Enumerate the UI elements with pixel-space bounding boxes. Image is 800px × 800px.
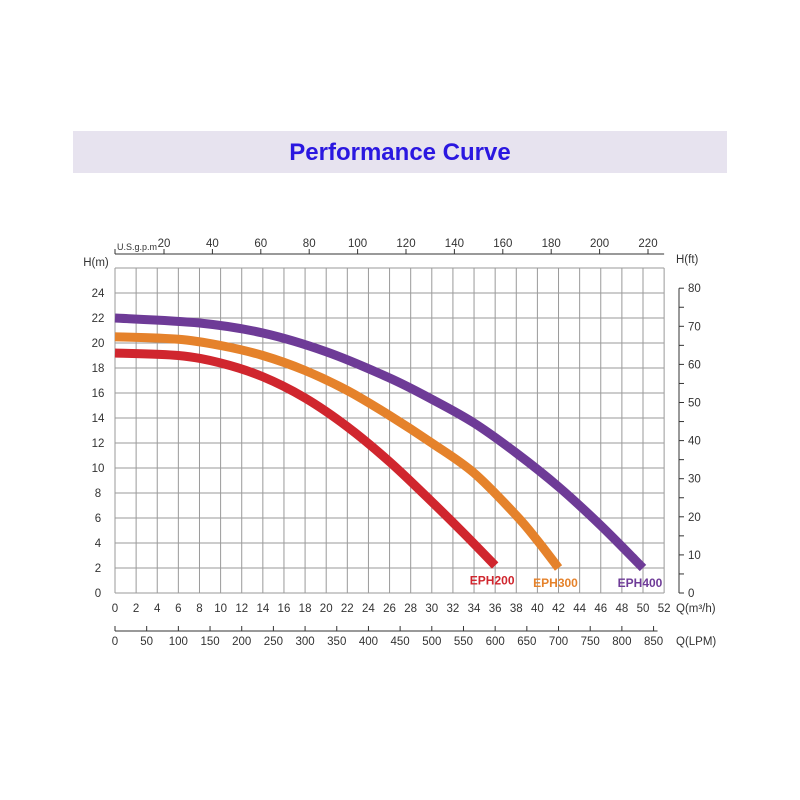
lpm-axis-label: Q(LPM) [676,636,716,648]
lpm-tick-label: 850 [644,636,663,648]
gpm-tick-label: 160 [493,238,512,250]
gpm-tick-label: 180 [542,238,561,250]
lpm-tick-label: 500 [422,636,441,648]
lpm-tick-label: 100 [169,636,188,648]
ft-axis-label: H(ft) [676,254,699,266]
lpm-tick-label: 650 [517,636,536,648]
y-tick-label: 16 [92,388,105,400]
gpm-tick-label: 60 [254,238,267,250]
y-tick-label: 20 [92,338,105,350]
ft-tick-label: 10 [688,550,701,562]
x-tick-label: 50 [637,603,650,615]
curve-eph200 [114,348,499,569]
ft-tick-label: 40 [688,436,701,448]
title-band: Performance Curve [73,131,727,173]
gpm-tick-label: 40 [206,238,219,250]
x-tick-label: 22 [341,603,354,615]
x-tick-label: 52 [658,603,671,615]
gpm-tick-label: 140 [445,238,464,250]
x-tick-label: 8 [196,603,202,615]
lpm-tick-label: 150 [200,636,219,648]
lpm-tick-label: 200 [232,636,251,648]
series-label-eph300: EPH300 [533,576,578,590]
x-tick-label: 32 [447,603,460,615]
x-tick-label: 48 [615,603,628,615]
x-tick-label: 0 [112,603,118,615]
x-tick-label: 26 [383,603,396,615]
x-tick-label: 46 [594,603,607,615]
lpm-tick-label: 800 [612,636,631,648]
y-tick-label: 10 [92,463,105,475]
lpm-tick-label: 550 [454,636,473,648]
gpm-tick-label: 120 [396,238,415,250]
lpm-tick-label: 750 [581,636,600,648]
x-tick-label: 6 [175,603,181,615]
y-tick-label: 6 [95,513,101,525]
y-tick-label: 18 [92,363,105,375]
x-tick-label: 28 [404,603,417,615]
gpm-axis-label: U.S.g.p.m [117,242,157,252]
chart-title: Performance Curve [289,139,511,166]
ft-tick-label: 50 [688,398,701,410]
ft-tick-label: 70 [688,321,701,333]
y-tick-label: 0 [95,588,101,600]
x-tick-label: 36 [489,603,502,615]
x-tick-label: 34 [468,603,481,615]
x-tick-label: 24 [362,603,375,615]
x-tick-label: 2 [133,603,139,615]
gpm-tick-label: 220 [638,238,657,250]
x-tick-label: 12 [235,603,248,615]
lpm-tick-label: 50 [140,636,153,648]
y-tick-label: 4 [95,538,102,550]
x-tick-label: 18 [299,603,312,615]
x-tick-label: 30 [425,603,438,615]
lpm-tick-label: 600 [486,636,505,648]
gpm-tick-label: 80 [303,238,316,250]
series-label-eph400: EPH400 [618,576,663,590]
gpm-tick-label: 200 [590,238,609,250]
y-tick-label: 2 [95,563,101,575]
y-tick-label: 14 [92,413,105,425]
ft-tick-label: 0 [688,588,694,600]
gpm-tick-label: 20 [158,238,171,250]
x-tick-label: 42 [552,603,565,615]
y-tick-label: 24 [92,288,105,300]
x-tick-label: 16 [278,603,291,615]
x-tick-label: 4 [154,603,161,615]
lpm-tick-label: 300 [295,636,314,648]
ft-tick-label: 20 [688,512,701,524]
lpm-tick-label: 450 [391,636,410,648]
curve-eph300 [114,332,563,571]
ft-tick-label: 30 [688,474,701,486]
y-tick-label: 8 [95,488,101,500]
series-label-eph200: EPH200 [470,574,515,588]
lpm-tick-label: 350 [327,636,346,648]
lpm-tick-label: 0 [112,636,118,648]
lpm-tick-label: 250 [264,636,283,648]
lpm-tick-label: 400 [359,636,378,648]
x-tick-label: 14 [256,603,269,615]
curve-eph400 [114,313,647,572]
y-tick-label: 12 [92,438,105,450]
x-axis-label: Q(m³/h) [676,603,716,615]
lpm-tick-label: 700 [549,636,568,648]
x-tick-label: 38 [510,603,523,615]
x-tick-label: 44 [573,603,586,615]
y-axis-label: H(m) [83,257,109,269]
ft-tick-label: 80 [688,283,701,295]
ft-tick-label: 60 [688,359,701,371]
x-tick-label: 40 [531,603,544,615]
x-tick-label: 20 [320,603,333,615]
y-tick-label: 22 [92,313,105,325]
x-tick-label: 10 [214,603,227,615]
gpm-tick-label: 100 [348,238,367,250]
